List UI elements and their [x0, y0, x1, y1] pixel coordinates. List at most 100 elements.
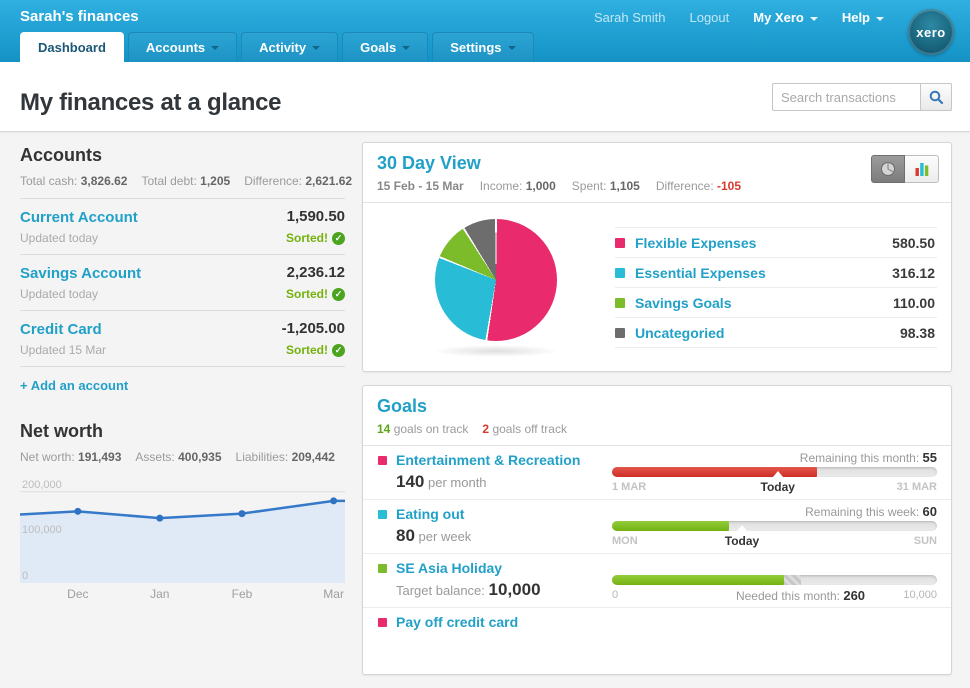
tab-accounts[interactable]: Accounts — [127, 32, 238, 62]
axis-end-label: SUN — [913, 535, 937, 547]
tab-goals[interactable]: Goals — [342, 32, 429, 62]
legend-swatch — [615, 328, 625, 338]
goal-link-entertainment[interactable]: Entertainment & Recreation — [396, 452, 581, 468]
axis-start-label: MON — [612, 535, 638, 547]
app-title: Sarah's finances — [20, 8, 139, 25]
xero-logo[interactable]: xero — [908, 9, 954, 55]
net-worth-chart: 200,000 100,000 0 — [20, 478, 345, 583]
tab-activity[interactable]: Activity — [241, 32, 339, 62]
tab-dashboard[interactable]: Dashboard — [20, 32, 124, 62]
tab-label: Dashboard — [38, 40, 106, 55]
add-account-link[interactable]: + Add an account — [20, 378, 129, 393]
page-title-band: My finances at a glance — [0, 62, 970, 132]
user-name-link[interactable]: Sarah Smith — [593, 10, 666, 25]
chevron-down-icon — [211, 45, 220, 50]
goal-link-pay-off-credit-card[interactable]: Pay off credit card — [396, 614, 519, 630]
pie-chart-area — [377, 211, 615, 357]
goal-swatch — [378, 564, 387, 573]
left-column: Accounts Total cash: 3,826.62 Total debt… — [20, 145, 353, 605]
today-marker — [772, 471, 783, 477]
pie-view-button[interactable] — [871, 155, 905, 183]
tab-label: Activity — [259, 40, 307, 55]
legend-row: Savings Goals 110.00 — [615, 288, 937, 318]
account-updated: Updated today — [20, 231, 99, 245]
account-row: Savings Account 2,236.12 Updated today S… — [20, 255, 345, 311]
pie-shadow — [432, 345, 560, 357]
account-balance: -1,205.00 — [281, 320, 345, 337]
logout-link[interactable]: Logout — [689, 10, 730, 25]
chart-view-toggle — [871, 155, 939, 183]
thirty-day-body: Flexible Expenses 580.50 Essential Expen… — [363, 203, 951, 371]
legend-swatch — [615, 298, 625, 308]
goal-link-eating-out[interactable]: Eating out — [396, 506, 465, 522]
right-column: 30 Day View 15 Feb - 15 Mar Income: 1,00… — [362, 142, 952, 688]
remaining-label: Remaining this week: 60 — [805, 504, 937, 519]
axis-start-label: 1 MAR — [612, 481, 647, 493]
legend-swatch — [615, 268, 625, 278]
legend-value: 580.50 — [892, 235, 935, 251]
sorted-badge: Sorted! ✓ — [286, 287, 345, 301]
net-worth-heading: Net worth — [20, 421, 103, 441]
legend-link-savings-goals[interactable]: Savings Goals — [635, 295, 732, 311]
legend-value: 110.00 — [892, 295, 935, 311]
legend-link-uncategoried[interactable]: Uncategoried — [635, 325, 725, 341]
account-link-current[interactable]: Current Account — [20, 209, 138, 226]
tab-label: Goals — [360, 40, 397, 55]
tab-settings[interactable]: Settings — [432, 32, 534, 62]
account-row: Current Account 1,590.50 Updated today S… — [20, 199, 345, 255]
account-link-credit-card[interactable]: Credit Card — [20, 321, 102, 338]
goal-swatch — [378, 456, 387, 465]
chevron-down-icon — [876, 16, 884, 21]
legend-value: 316.12 — [892, 265, 935, 281]
goals-card: Goals 14 goals on track 2 goals off trac… — [362, 385, 952, 675]
tab-label: Settings — [450, 40, 502, 55]
goal-progress-bar — [612, 575, 937, 585]
legend-link-essential-expenses[interactable]: Essential Expenses — [635, 265, 766, 281]
search-input[interactable] — [772, 83, 920, 111]
help-menu[interactable]: Help — [842, 10, 884, 25]
my-xero-menu[interactable]: My Xero — [753, 10, 818, 25]
bar-view-button[interactable] — [905, 155, 939, 183]
legend-value: 98.38 — [899, 325, 935, 341]
tab-label: Accounts — [145, 40, 206, 55]
goal-progress-bar — [612, 467, 937, 477]
goals-summary: 14 goals on track 2 goals off track — [377, 422, 567, 436]
goal-row-pay-off-credit-card: Pay off credit card — [363, 608, 951, 668]
bar-chart-icon — [915, 163, 928, 176]
legend-swatch — [615, 238, 625, 248]
account-link-savings[interactable]: Savings Account — [20, 265, 142, 282]
axis-today-label: Today — [724, 534, 760, 548]
legend-row: Essential Expenses 316.12 — [615, 258, 937, 288]
goal-swatch — [378, 510, 387, 519]
axis-start-label: 0 — [612, 589, 619, 601]
remaining-label: Remaining this month: 55 — [799, 450, 937, 465]
net-worth-stats: Net worth: 191,493 Assets: 400,935 Liabi… — [20, 450, 335, 464]
check-circle-icon: ✓ — [332, 287, 345, 301]
legend-row: Uncategoried 98.38 — [615, 318, 937, 348]
axis-today-label: Today — [760, 480, 795, 494]
chevron-down-icon — [402, 45, 411, 50]
page-title: My finances at a glance — [20, 89, 282, 116]
chevron-down-icon — [312, 45, 321, 50]
xero-logo-text: xero — [916, 24, 946, 40]
content-area: Accounts Total cash: 3,826.62 Total debt… — [0, 133, 970, 675]
check-circle-icon: ✓ — [332, 343, 345, 357]
spending-legend: Flexible Expenses 580.50 Essential Expen… — [615, 227, 937, 357]
pie-chart-icon — [881, 162, 895, 176]
chevron-down-icon — [809, 16, 818, 21]
chevron-down-icon — [507, 45, 516, 50]
thirty-day-view-card: 30 Day View 15 Feb - 15 Mar Income: 1,00… — [362, 142, 952, 372]
legend-link-flexible-expenses[interactable]: Flexible Expenses — [635, 235, 757, 251]
search-icon — [929, 90, 943, 104]
goals-header: Goals 14 goals on track 2 goals off trac… — [363, 386, 951, 446]
search-box — [772, 83, 952, 111]
search-button[interactable] — [920, 83, 952, 111]
legend-row: Flexible Expenses 580.50 — [615, 228, 937, 258]
accounts-stats: Total cash: 3,826.62 Total debt: 1,205 D… — [20, 174, 353, 188]
goal-link-se-asia-holiday[interactable]: SE Asia Holiday — [396, 560, 503, 576]
net-worth-x-axis: Dec Jan Feb Mar — [67, 587, 344, 601]
goal-row-entertainment: Entertainment & Recreation 140 per month… — [363, 446, 951, 500]
goal-row-eating-out: Eating out 80 per week Remaining this we… — [363, 500, 951, 554]
top-links: Sarah Smith Logout My Xero Help — [594, 10, 884, 25]
account-updated: Updated today — [20, 287, 99, 301]
